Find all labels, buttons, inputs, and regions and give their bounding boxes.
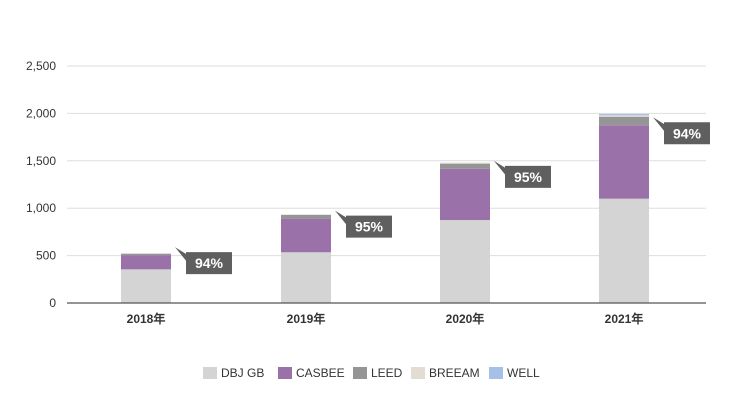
bar-leed	[599, 116, 649, 126]
x-tick-label: 2019年	[287, 311, 326, 326]
annotation-pointer	[653, 117, 666, 134]
y-tick-label: 2,500	[26, 59, 56, 73]
x-tick-label: 2018年	[127, 311, 166, 326]
annotation-box	[664, 122, 710, 145]
legend-swatch-well[interactable]	[489, 367, 503, 379]
annotation-label: 95%	[514, 169, 543, 185]
bar-breeam	[599, 115, 649, 117]
bar-dbj-gb	[440, 220, 490, 303]
y-tick-label: 500	[36, 249, 56, 263]
annotation-box	[346, 215, 392, 238]
legend-swatch-casbee[interactable]	[278, 367, 292, 379]
bar-well	[599, 113, 649, 116]
annotation-label: 94%	[673, 125, 702, 141]
legend-label[interactable]: DBJ GB	[221, 366, 264, 380]
y-tick-label: 0	[49, 296, 56, 310]
x-tick-label: 2021年	[605, 311, 644, 326]
y-tick-label: 1,000	[26, 201, 56, 215]
annotation-pointer	[335, 210, 348, 227]
annotation-box	[186, 252, 232, 275]
bar-dbj-gb	[599, 198, 649, 303]
bar-casbee	[281, 218, 331, 253]
annotation-pointer	[175, 247, 188, 264]
legend-label[interactable]: WELL	[507, 366, 540, 380]
bar-leed	[121, 253, 171, 256]
bar-leed	[440, 163, 490, 169]
x-tick-label: 2020年	[446, 311, 485, 326]
legend-label[interactable]: LEED	[371, 366, 403, 380]
legend-label[interactable]: CASBEE	[296, 366, 345, 380]
legend-swatch-breeam[interactable]	[411, 367, 425, 379]
annotation-box	[505, 165, 551, 188]
legend-swatch-dbj-gb[interactable]	[203, 367, 217, 379]
bar-leed	[281, 214, 331, 219]
bar-casbee	[440, 168, 490, 221]
legend-label[interactable]: BREEAM	[429, 366, 480, 380]
bar-dbj-gb	[281, 252, 331, 303]
legend-swatch-leed[interactable]	[353, 367, 367, 379]
bar-dbj-gb	[121, 269, 171, 303]
annotation-label: 95%	[355, 219, 384, 235]
y-tick-label: 2,000	[26, 106, 56, 120]
annotation-pointer	[494, 160, 507, 177]
bar-casbee	[121, 255, 171, 270]
bar-breeam	[440, 162, 490, 164]
annotation-label: 94%	[195, 255, 224, 271]
y-tick-label: 1,500	[26, 154, 56, 168]
bar-casbee	[599, 125, 649, 199]
